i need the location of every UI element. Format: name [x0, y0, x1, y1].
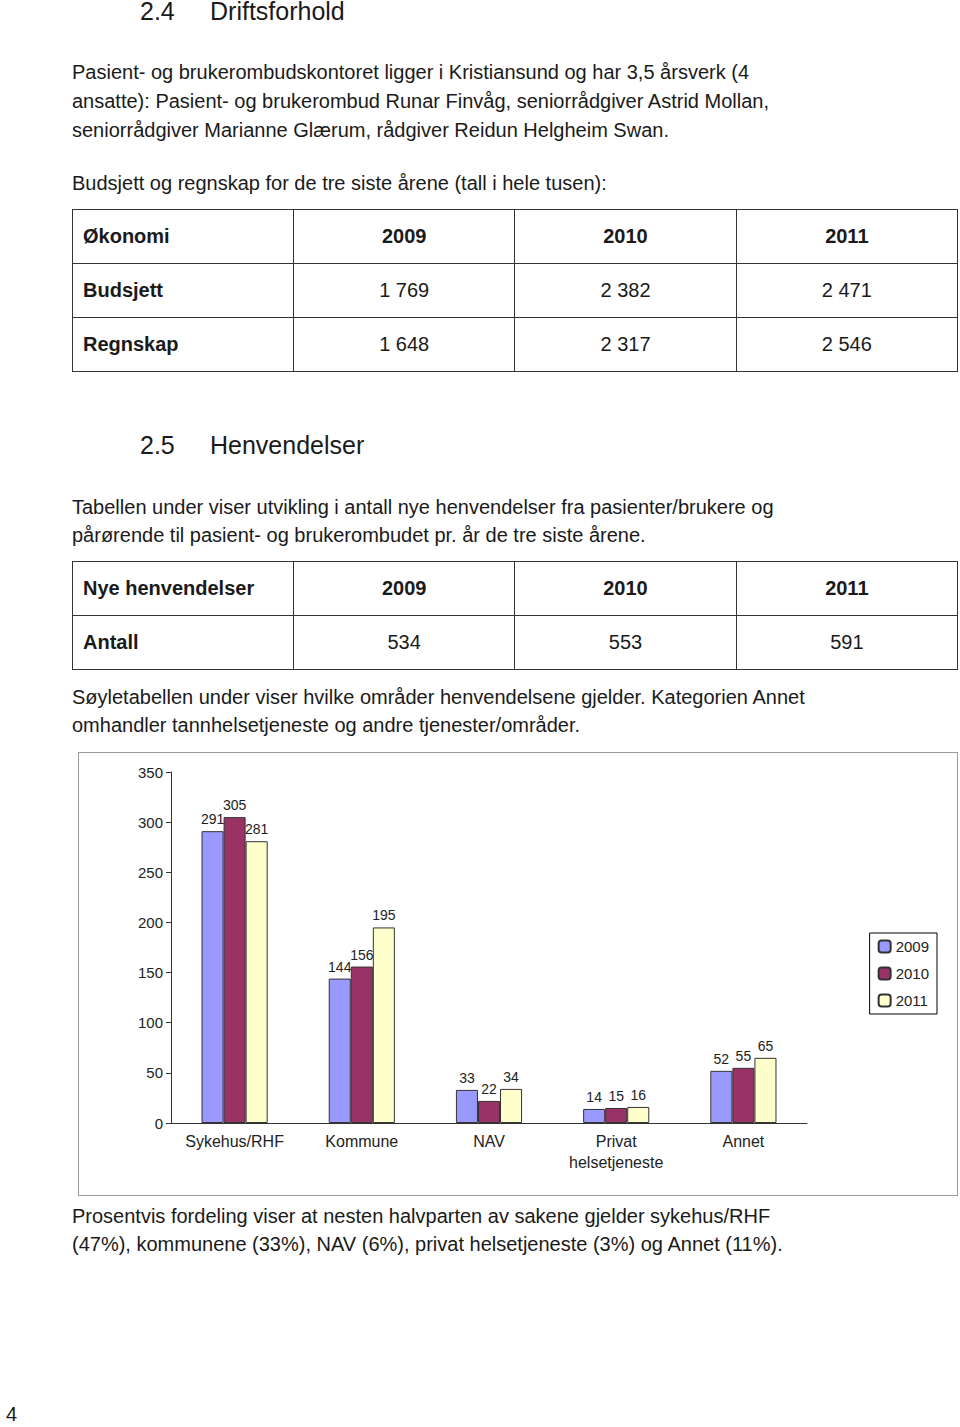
html-text:2010: 2010	[603, 225, 648, 247]
svg-text:250: 250	[138, 864, 163, 881]
svg-text:156: 156	[350, 947, 374, 963]
html-text:pårørende til pasient- og bruk: pårørende til pasient- og brukerombudet …	[72, 524, 646, 546]
html-text:Budsjett og regnskap for de tr: Budsjett og regnskap for de tre siste år…	[72, 172, 607, 194]
svg-text:52: 52	[714, 1051, 730, 1067]
svg-text:305: 305	[223, 797, 247, 813]
svg-text:291: 291	[201, 811, 225, 827]
svg-text:Annet: Annet	[722, 1133, 764, 1150]
svg-text:195: 195	[372, 907, 396, 923]
html-text:omhandler tannhelsetjeneste og: omhandler tannhelsetjeneste og andre tje…	[72, 714, 581, 736]
html-text:Økonomi: Økonomi	[83, 225, 170, 247]
svg-text:2011: 2011	[896, 992, 928, 1009]
html-text:534: 534	[387, 631, 421, 653]
html-text:Prosentvis fordeling viser at: Prosentvis fordeling viser at nesten hal…	[72, 1205, 771, 1227]
svg-text:50: 50	[146, 1064, 163, 1081]
svg-text:2009: 2009	[896, 938, 929, 955]
svg-text:55: 55	[736, 1048, 752, 1064]
svg-text:300: 300	[138, 814, 163, 831]
html-text:2009: 2009	[381, 225, 427, 247]
html-text:591: 591	[830, 631, 864, 653]
html-text:Pasient- og brukerombudskontor: Pasient- og brukerombudskontoret ligger …	[72, 61, 749, 83]
svg-text:34: 34	[503, 1069, 519, 1085]
html-text:2 546: 2 546	[821, 333, 872, 355]
html-text:2009: 2009	[381, 577, 427, 599]
svg-text:16: 16	[630, 1087, 646, 1103]
html-text:Søyletabellen under viser hvil: Søyletabellen under viser hvilke områder…	[72, 686, 805, 708]
html-text:Nye henvendelser: Nye henvendelser	[83, 577, 255, 599]
html-text:2011: 2011	[825, 577, 869, 599]
svg-text:350: 350	[138, 764, 163, 781]
html-text:Antall: Antall	[83, 631, 139, 653]
svg-text:Kommune: Kommune	[325, 1133, 398, 1150]
html-text:1 769: 1 769	[379, 279, 430, 301]
html-text:553: 553	[608, 631, 643, 653]
html-text:Budsjett: Budsjett	[83, 279, 163, 301]
html-text:2010: 2010	[603, 577, 648, 599]
svg-text:33: 33	[459, 1070, 475, 1086]
svg-text:15: 15	[608, 1088, 624, 1104]
html-text:ansatte): Pasient- og brukerom: ansatte): Pasient- og brukerombud Runar …	[72, 90, 769, 112]
html-text:2 471: 2 471	[821, 279, 872, 301]
svg-text:0: 0	[155, 1115, 163, 1132]
svg-text:144: 144	[328, 959, 352, 975]
html-text:seniorrådgiver Marianne Glærum: seniorrådgiver Marianne Glærum, rådgiver…	[72, 119, 669, 141]
svg-text:281: 281	[245, 821, 269, 837]
svg-text:NAV: NAV	[473, 1133, 505, 1150]
svg-text:22: 22	[481, 1081, 497, 1097]
html-text:Regnskap: Regnskap	[83, 333, 179, 355]
svg-text:65: 65	[758, 1038, 774, 1054]
svg-text:100: 100	[138, 1014, 163, 1031]
svg-text:200: 200	[138, 914, 163, 931]
svg-text:Sykehus/RHF: Sykehus/RHF	[185, 1133, 284, 1150]
svg-text:2010: 2010	[896, 965, 929, 982]
svg-text:14: 14	[586, 1089, 602, 1105]
html-text:(47%), kommunene (33%), NAV (6: (47%), kommunene (33%), NAV (6%), privat…	[72, 1233, 783, 1255]
svg-text:helsetjeneste: helsetjeneste	[569, 1154, 663, 1171]
html-text:1 648: 1 648	[379, 333, 430, 355]
html-text:Tabellen under viser utvikling: Tabellen under viser utvikling i antall …	[72, 496, 774, 518]
html-text:2011: 2011	[825, 225, 869, 247]
html-text:4: 4	[6, 1403, 18, 1425]
svg-text:Privat: Privat	[596, 1133, 637, 1150]
html-text:2 317: 2 317	[600, 333, 651, 355]
html-text:Henvendelser: Henvendelser	[210, 431, 365, 459]
html-text:2 382: 2 382	[600, 279, 651, 301]
html-text:2.5: 2.5	[140, 431, 175, 459]
svg-text:150: 150	[138, 964, 163, 981]
